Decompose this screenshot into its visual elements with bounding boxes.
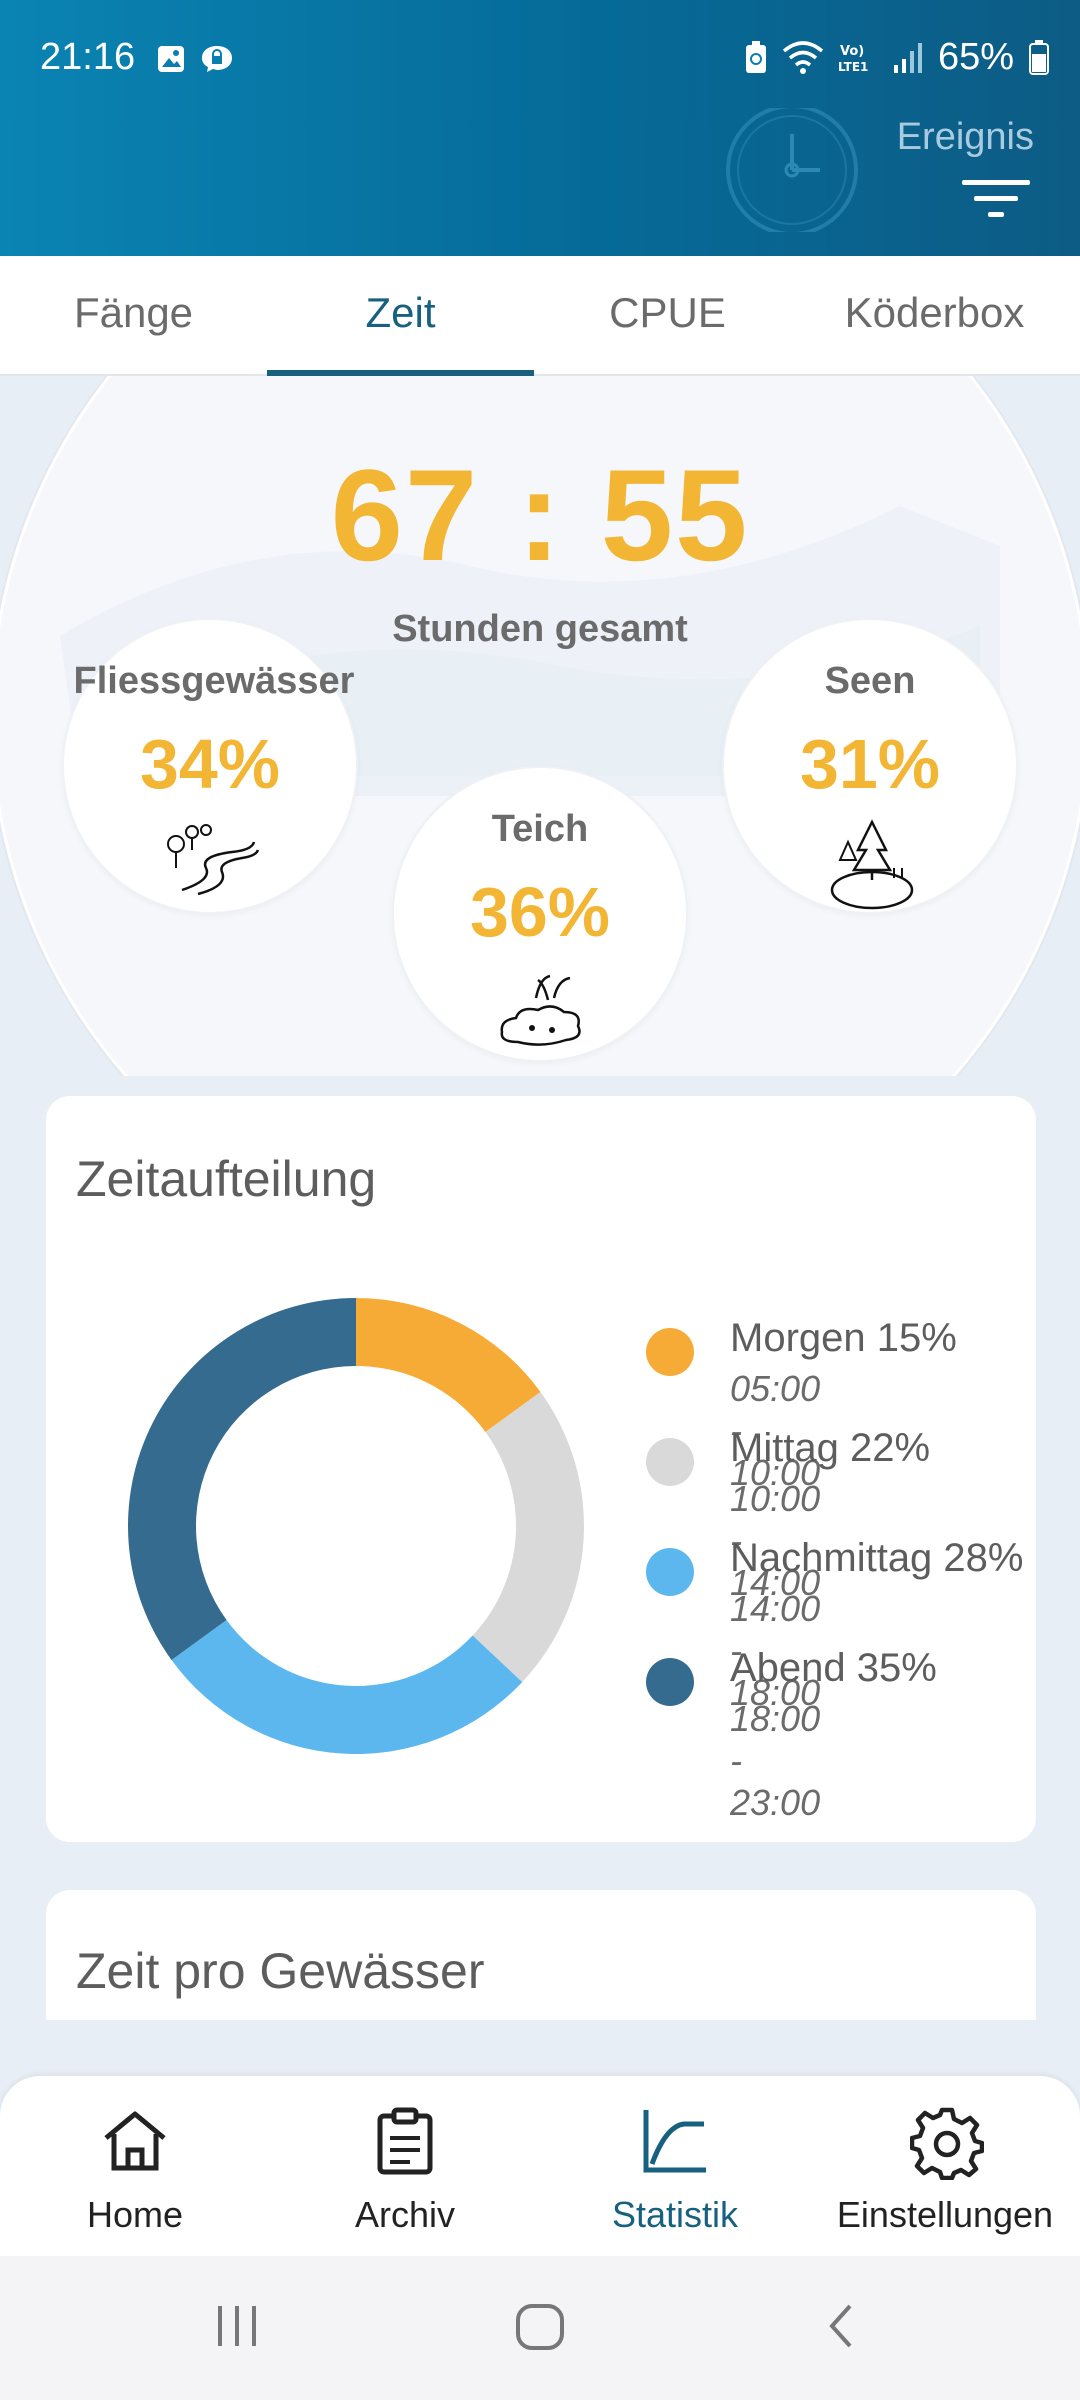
legend-dot bbox=[646, 1328, 694, 1376]
pond-icon bbox=[500, 974, 581, 1046]
back-icon[interactable] bbox=[820, 2296, 860, 2356]
time-split-card: Zeitaufteilung Morgen 15% 05:00 - 10:00 … bbox=[46, 1096, 1036, 1842]
battery-icon bbox=[1029, 39, 1049, 75]
tab-zeit[interactable]: Zeit bbox=[267, 256, 534, 376]
time-per-water-card: Zeit pro Gewässer bbox=[46, 1890, 1036, 2020]
nav-label: Home bbox=[86, 2194, 184, 2235]
legend-label: Mittag 22% bbox=[730, 1426, 931, 1470]
recent-apps-icon[interactable] bbox=[212, 2296, 262, 2356]
chat-lock-icon bbox=[202, 46, 232, 72]
event-filter-label[interactable]: Ereignis bbox=[896, 116, 1034, 158]
tab-faenge[interactable]: Fänge bbox=[73, 289, 194, 336]
water-name: Seen bbox=[824, 660, 916, 702]
legend-label: Abend 35% bbox=[730, 1646, 937, 1690]
legend-dot bbox=[646, 1658, 694, 1706]
legend-range: 10:00 - 14:00 bbox=[730, 1478, 821, 1603]
time-split-donut-chart bbox=[127, 1298, 584, 1754]
clock-icon bbox=[726, 108, 858, 232]
legend-dot bbox=[646, 1548, 694, 1596]
svg-text:Vo): Vo) bbox=[840, 44, 864, 59]
signal-icon bbox=[893, 42, 922, 73]
legend-label: Morgen 15% bbox=[730, 1316, 957, 1360]
water-name: Teich bbox=[491, 808, 589, 850]
nav-label: Einstellungen bbox=[836, 2194, 1054, 2235]
notification-icons bbox=[156, 44, 234, 74]
card-title: Zeit pro Gewässer bbox=[76, 1943, 485, 1999]
water-percent: 31% bbox=[799, 725, 941, 803]
total-time-value: 67 : 55 bbox=[330, 442, 750, 588]
bottom-navigation: Home Archiv Statistik Einstellungen bbox=[0, 2076, 1080, 2256]
nav-statistik[interactable]: Statistik bbox=[540, 2076, 810, 2256]
water-percent: 36% bbox=[469, 873, 611, 951]
lake-icon bbox=[830, 819, 914, 910]
battery-percent: 65% bbox=[937, 36, 1014, 78]
status-time: 21:16 bbox=[40, 36, 136, 78]
donut-slice-0 bbox=[356, 1298, 541, 1432]
tab-cpue[interactable]: CPUE bbox=[609, 289, 726, 336]
water-card-teich: Teich 36% bbox=[392, 766, 688, 1062]
total-time-label: Stunden gesamt bbox=[392, 608, 688, 650]
donut-slice-3 bbox=[127, 1298, 356, 1661]
gallery-icon bbox=[158, 46, 184, 72]
home-icon bbox=[104, 2111, 166, 2171]
system-navigation-bar bbox=[0, 2256, 1080, 2400]
legend-range: 14:00 - 18:00 bbox=[730, 1588, 821, 1713]
water-name: Fliessgewässer bbox=[73, 660, 355, 702]
volte-icon: Vo)LTE1 bbox=[838, 44, 868, 74]
donut-slice-2 bbox=[171, 1620, 523, 1754]
clipboard-icon bbox=[377, 2107, 433, 2175]
nav-label: Archiv bbox=[354, 2194, 456, 2235]
donut-slice-1 bbox=[472, 1391, 584, 1683]
tab-koederbox[interactable]: Köderbox bbox=[844, 289, 1025, 336]
water-card-fliessgewaesser: Fliessgewässer 34% bbox=[62, 618, 358, 914]
filter-icon[interactable] bbox=[962, 176, 1030, 224]
nav-label: Statistik bbox=[611, 2194, 739, 2235]
wifi-icon bbox=[782, 40, 824, 74]
card-title: Zeitaufteilung bbox=[76, 1151, 377, 1207]
nav-einstellungen[interactable]: Einstellungen bbox=[810, 2076, 1080, 2256]
legend-range: 18:00 - 23:00 bbox=[730, 1698, 821, 1823]
chart-icon bbox=[643, 2110, 706, 2173]
legend-range: 05:00 - 10:00 bbox=[730, 1368, 821, 1493]
stats-tabs: Fänge Zeit CPUE Köderbox bbox=[0, 256, 1080, 376]
battery-saver-icon bbox=[745, 40, 766, 73]
water-percent: 34% bbox=[139, 725, 281, 803]
water-card-seen: Seen 31% bbox=[722, 618, 1018, 914]
nav-home[interactable]: Home bbox=[0, 2076, 270, 2256]
nav-archiv[interactable]: Archiv bbox=[270, 2076, 540, 2256]
legend-dot bbox=[646, 1438, 694, 1486]
app-header: 21:16 Vo) LTE1 65% Ereignis bbox=[0, 0, 1080, 256]
gear-icon bbox=[910, 2107, 984, 2180]
svg-text:LTE1: LTE1 bbox=[838, 60, 868, 74]
home-button-icon[interactable] bbox=[512, 2296, 568, 2356]
legend-label: Nachmittag 28% bbox=[730, 1536, 1024, 1580]
system-status-icons: Vo) LTE1 65% bbox=[744, 36, 1050, 79]
river-icon bbox=[167, 824, 260, 896]
